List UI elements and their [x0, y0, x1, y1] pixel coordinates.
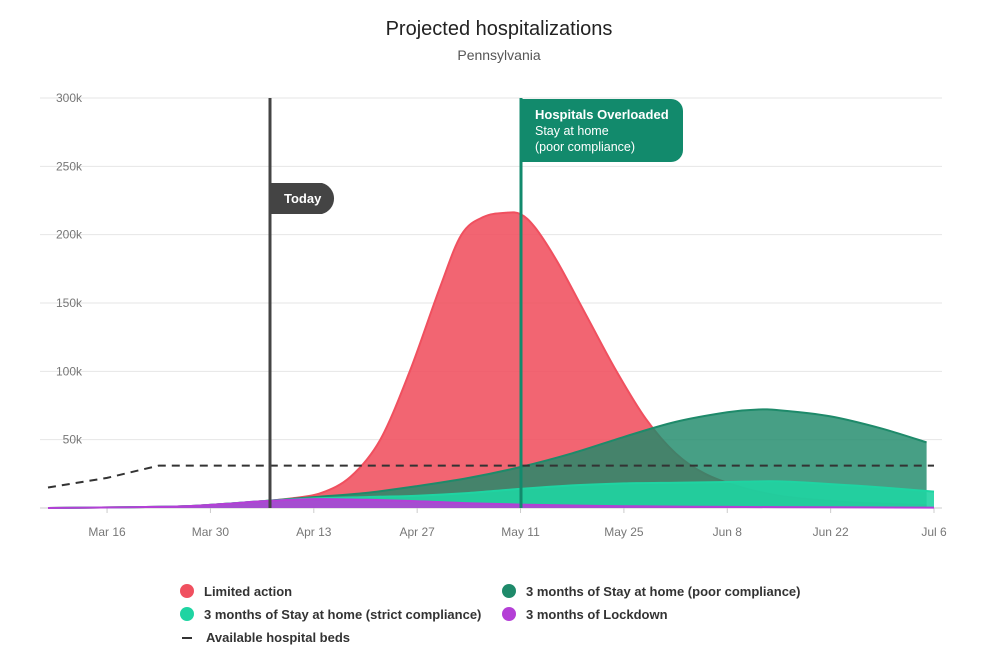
- legend-swatch-icon: [180, 607, 194, 621]
- y-tick-label: 150k: [56, 296, 83, 310]
- legend-label: 3 months of Lockdown: [526, 607, 668, 622]
- legend-label: Limited action: [204, 584, 293, 599]
- y-tick-label: 100k: [56, 364, 83, 378]
- y-tick-label: 200k: [56, 228, 83, 242]
- series-areas: [47, 211, 935, 509]
- y-tick-label: 300k: [56, 91, 83, 105]
- x-tick-label: Mar 16: [88, 525, 126, 539]
- legend-label: 3 months of Stay at home (poor complianc…: [526, 584, 801, 599]
- overload-title: Hospitals Overloaded: [535, 107, 669, 122]
- y-tick-label: 50k: [63, 433, 83, 447]
- overload-sub-1: Stay at home: [535, 124, 609, 138]
- legend-item-poor-compliance[interactable]: 3 months of Stay at home (poor complianc…: [502, 582, 800, 602]
- chart-subtitle: Pennsylvania: [457, 47, 541, 63]
- available-beds-line: [47, 464, 934, 489]
- y-axis-labels: 300k 250k 200k 150k 100k 50k: [56, 91, 83, 447]
- x-tick-label: Apr 27: [399, 525, 435, 539]
- annotations: Today Hospitals Overloaded Stay at home (po…: [268, 98, 683, 508]
- x-tick-label: Jun 8: [713, 525, 743, 539]
- legend-item-lockdown[interactable]: 3 months of Lockdown: [502, 605, 668, 625]
- legend-label: 3 months of Stay at home (strict complia…: [204, 607, 482, 622]
- x-axis: Mar 16 Mar 30 Apr 13 Apr 27 May 11 May 25 Jun …: [40, 507, 947, 539]
- series-lockdown-line: [47, 498, 935, 509]
- y-tick-label: 250k: [56, 159, 83, 173]
- chart-title: Projected hospitalizations: [385, 18, 613, 40]
- overload-sub-2: (poor compliance): [535, 140, 635, 154]
- today-label: Today: [284, 191, 322, 206]
- legend-label: Available hospital beds: [206, 630, 351, 645]
- chart-plot: 300k 250k 200k 150k 100k 50k Mar 16 Mar 30 Apr …: [40, 91, 947, 539]
- x-tick-label: Apr 13: [296, 525, 332, 539]
- legend-swatch-icon: [502, 607, 516, 621]
- legend-item-strict-compliance[interactable]: 3 months of Stay at home (strict complia…: [180, 605, 481, 625]
- beds-line-group: [47, 464, 934, 489]
- overload-flag: [521, 99, 683, 162]
- x-tick-label: Jul 6: [921, 525, 947, 539]
- series-limited-action-area: [48, 212, 927, 508]
- dash-icon: [182, 637, 192, 639]
- legend-item-limited-action[interactable]: Limited action: [180, 582, 292, 602]
- today-flag: [270, 183, 335, 214]
- legend-item-available-beds[interactable]: Available hospital beds: [180, 628, 350, 648]
- x-tick-label: May 25: [604, 525, 644, 539]
- legend-swatch-icon: [502, 584, 516, 598]
- x-tick-label: Jun 22: [813, 525, 849, 539]
- x-tick-label: Mar 30: [192, 525, 230, 539]
- x-tick-label: May 11: [501, 525, 540, 539]
- legend-swatch-icon: [180, 584, 194, 598]
